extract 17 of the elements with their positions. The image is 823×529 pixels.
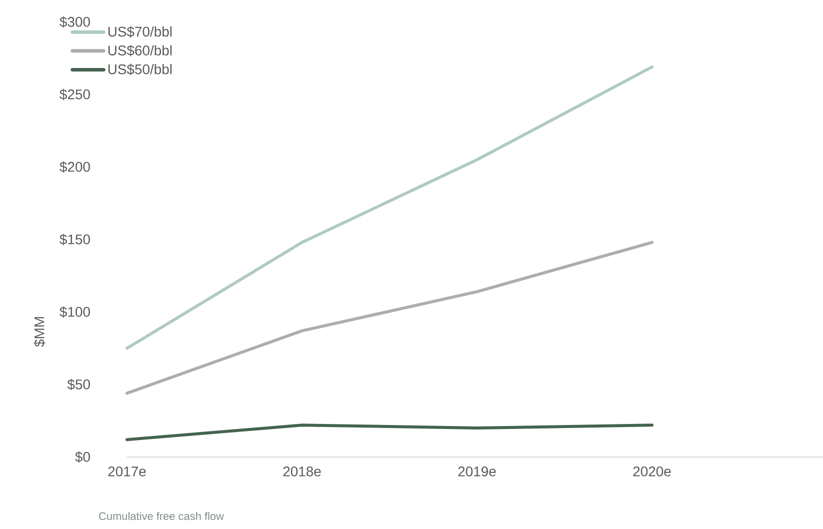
y-tick-label: $100 xyxy=(60,306,90,318)
x-tick-label: 2018e xyxy=(283,466,321,476)
y-tick-label: $150 xyxy=(60,234,90,246)
y-tick-label: $250 xyxy=(60,88,90,100)
y-axis-title: $MM xyxy=(34,317,46,347)
y-tick-label: $0 xyxy=(75,451,90,463)
text: Cumulative free cash flow xyxy=(99,512,224,520)
legend-label: US$70/bbl xyxy=(108,26,172,38)
y-tick-label: $50 xyxy=(67,378,90,390)
y-tick-label: $200 xyxy=(60,161,90,173)
legend-label: US$50/bbl xyxy=(108,64,172,76)
x-tick-label: 2020e xyxy=(633,466,671,476)
x-tick-label: 2019e xyxy=(458,466,496,476)
x-tick-label: 2017e xyxy=(108,466,146,476)
legend-label: US$60/bbl xyxy=(108,44,172,56)
line-series xyxy=(126,240,654,395)
y-tick-label: $300 xyxy=(60,16,90,28)
